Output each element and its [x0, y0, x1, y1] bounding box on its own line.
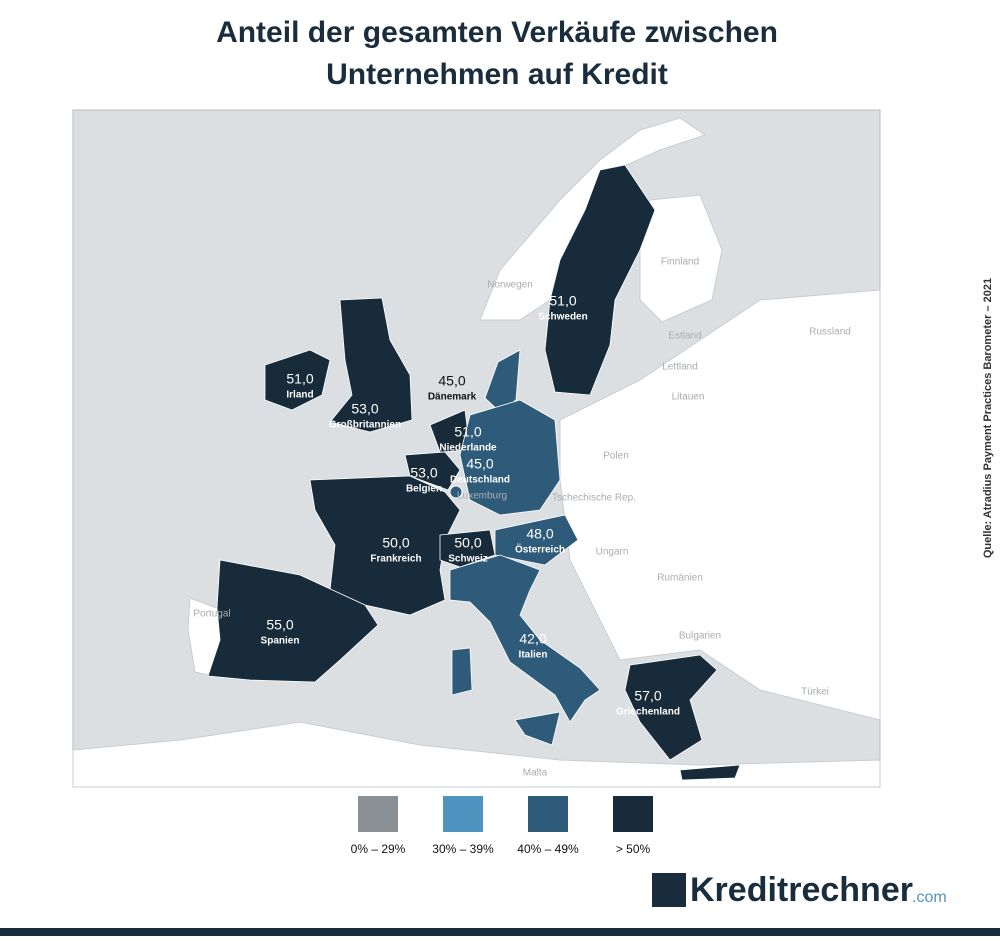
map — [72, 109, 881, 788]
country-label: Deutschland — [450, 475, 510, 486]
legend-swatch — [443, 796, 483, 832]
logo-icon — [652, 873, 686, 907]
value-label: 55,0 — [266, 617, 293, 633]
value-label: 50,0 — [382, 535, 409, 551]
legend-label: > 50% — [616, 842, 651, 856]
title-line: Anteil der gesamten Verkäufe zwischen — [216, 16, 778, 49]
value-label: 48,0 — [526, 526, 553, 542]
country-name: Litauen — [672, 392, 705, 403]
country-name: Rumänien — [657, 573, 703, 584]
value-label: 57,0 — [634, 688, 661, 704]
country-label: Großbritannien — [329, 420, 401, 431]
country — [494, 514, 579, 566]
country-label: Dänemark — [428, 392, 477, 403]
value-label: 42,0 — [519, 631, 546, 647]
country-name: Finnland — [661, 257, 699, 268]
logo-suffix: .com — [912, 889, 947, 906]
value-label: 50,0 — [454, 535, 481, 551]
country-label: Belgien — [406, 484, 442, 495]
country-name: Norwegen — [487, 280, 533, 291]
eastern-europe — [559, 289, 881, 721]
country-name: Bulgarien — [679, 631, 721, 642]
country-name: Portugal — [193, 609, 230, 620]
country-label: Griechenland — [616, 707, 680, 718]
legend-swatch — [358, 796, 398, 832]
country-name: Lettland — [662, 362, 698, 373]
country-label: Irland — [286, 390, 313, 401]
country-name: Russland — [809, 327, 851, 338]
country-name: Tschechische Rep. — [552, 493, 636, 504]
value-label: 51,0 — [286, 371, 313, 387]
country-label: Niederlande — [439, 443, 497, 454]
country — [459, 399, 561, 516]
country-name: Estland — [668, 331, 701, 342]
luxembourg — [449, 485, 463, 499]
value-label: 45,0 — [438, 373, 465, 389]
country — [404, 451, 461, 491]
legend-label: 30% – 39% — [432, 842, 494, 856]
country-label: Schweiz — [448, 554, 487, 565]
country — [309, 475, 461, 616]
country — [264, 349, 331, 411]
country-label: Spanien — [261, 636, 300, 647]
legend-swatch — [613, 796, 653, 832]
value-label: 53,0 — [351, 401, 378, 417]
country-name: Malta — [523, 768, 548, 779]
title-line: Unternehmen auf Kredit — [326, 58, 668, 91]
country-label: Italien — [519, 650, 548, 661]
value-label: 51,0 — [549, 293, 576, 309]
country — [624, 654, 741, 781]
value-label: 51,0 — [454, 424, 481, 440]
africa — [72, 721, 881, 788]
country — [449, 554, 601, 746]
legend-label: 40% – 49% — [517, 842, 579, 856]
legend: 0% – 29% 30% – 39% 40% – 49% > 50% — [351, 796, 653, 856]
country-name: Ungarn — [596, 547, 629, 558]
country-label: Frankreich — [370, 554, 421, 565]
footer-bar — [0, 928, 1000, 936]
country — [439, 529, 496, 568]
source: Quelle: Atradius Payment Practices Barom… — [982, 278, 994, 558]
country — [544, 164, 656, 396]
country-name: Luxemburg — [457, 491, 507, 502]
value-label: 45,0 — [466, 456, 493, 472]
legend-label: 0% – 29% — [351, 842, 406, 856]
finland — [639, 194, 723, 323]
country — [329, 297, 413, 433]
legend-swatch — [528, 796, 568, 832]
country-label: Schweden — [538, 312, 587, 323]
logo-name: Kreditrechner — [690, 871, 913, 909]
country — [207, 559, 379, 683]
country-label: Österreich — [515, 543, 565, 556]
country-name: Polen — [603, 451, 629, 462]
value-label: 53,0 — [410, 465, 437, 481]
country-name: Türkei — [801, 687, 829, 698]
